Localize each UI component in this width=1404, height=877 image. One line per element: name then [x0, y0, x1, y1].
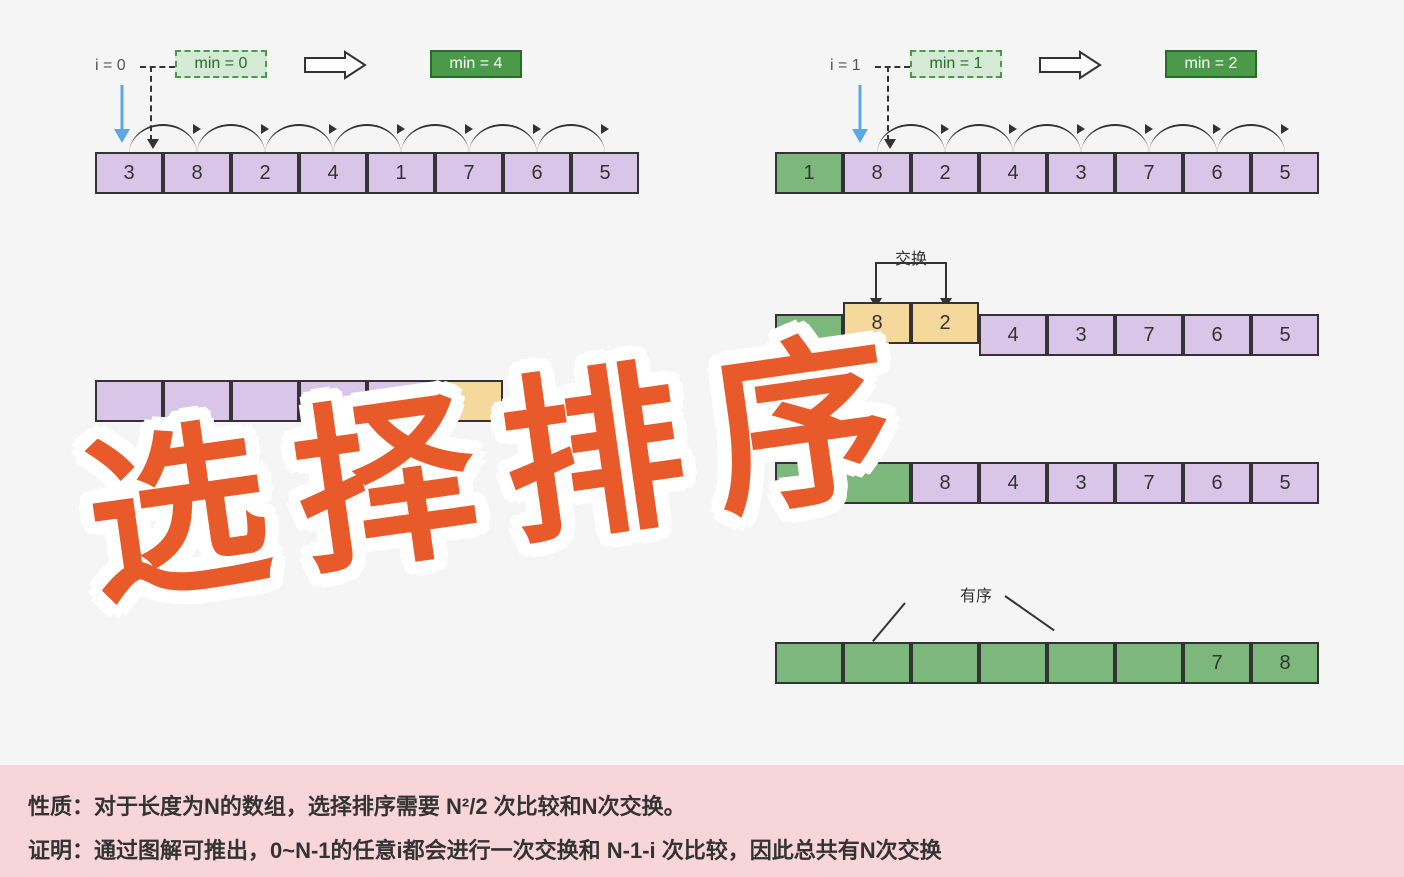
array-cell: 2: [911, 152, 979, 194]
min-dashed-left: min = 0: [175, 50, 267, 78]
array-cell: 3: [1047, 314, 1115, 356]
array-cell: 7: [1115, 462, 1183, 504]
compare-arc: [1217, 124, 1285, 154]
compare-arc: [1013, 124, 1081, 154]
array-cell: 1: [775, 314, 843, 356]
compare-arc: [197, 124, 265, 154]
array-cell: 5: [1251, 462, 1319, 504]
compare-arc: [333, 124, 401, 154]
compare-arc: [1081, 124, 1149, 154]
array-cell: [1047, 642, 1115, 684]
array-cell: [775, 462, 843, 504]
swap-arrow-2: [945, 282, 947, 300]
arrow-right-icon: [300, 50, 370, 80]
array-cell: 3: [95, 152, 163, 194]
array-cell: 3: [1047, 152, 1115, 194]
dash-h-left: [140, 66, 175, 68]
blue-arrow-icon-2: [848, 85, 872, 145]
compare-arc: [1149, 124, 1217, 154]
array-cell: 5: [571, 152, 639, 194]
array-cell: 6: [503, 152, 571, 194]
array-cell: 1: [775, 152, 843, 194]
array-cell: 7: [435, 152, 503, 194]
array-cell: [979, 642, 1047, 684]
array-cell: [435, 380, 503, 422]
dash-h-right: [875, 66, 910, 68]
array-cell: [299, 380, 367, 422]
array-cell: 6: [1183, 152, 1251, 194]
array-cell: 4: [979, 152, 1047, 194]
array-cell: [843, 642, 911, 684]
array-cell: 6: [1183, 462, 1251, 504]
i-label-right: i = 1: [830, 57, 861, 75]
blue-arrow-icon: [110, 85, 134, 145]
compare-arc: [265, 124, 333, 154]
explanation-panel: 性质：对于长度为N的数组，选择排序需要 N²/2 次比较和N次交换。 证明：通过…: [0, 765, 1404, 877]
diagram-container: i = 0 min = 0 min = 4 38241765 4 i = 1 m…: [0, 0, 1404, 877]
compare-arc: [537, 124, 605, 154]
min-solid-left: min = 4: [430, 50, 522, 78]
explanation-line1: 性质：对于长度为N的数组，选择排序需要 N²/2 次比较和N次交换。: [28, 785, 1376, 829]
array-cell: 5: [1251, 314, 1319, 356]
array-cell: 1: [367, 152, 435, 194]
array-cell: 8: [843, 152, 911, 194]
compare-arc: [401, 124, 469, 154]
array-cell: 2: [231, 152, 299, 194]
array-cell: [843, 462, 911, 504]
array-cell: [911, 642, 979, 684]
min-dashed-right: min = 1: [910, 50, 1002, 78]
array-cell: 7: [1183, 642, 1251, 684]
i-label-left: i = 0: [95, 57, 126, 75]
array-cell: [775, 642, 843, 684]
array-cell: 2: [911, 302, 979, 344]
array-cell: 8: [1251, 642, 1319, 684]
array-cell: [1115, 642, 1183, 684]
compare-arc: [945, 124, 1013, 154]
compare-arc: [129, 124, 197, 154]
array-cell: 6: [1183, 314, 1251, 356]
compare-arc: [469, 124, 537, 154]
array-cell: 4: [979, 462, 1047, 504]
ordered-label: 有序: [960, 582, 992, 606]
swap-bracket: [875, 262, 947, 284]
array-cell: 8: [163, 152, 231, 194]
swap-arrow-1: [875, 282, 877, 300]
anno-line-1: [1004, 595, 1054, 631]
array-cell: 7: [1115, 152, 1183, 194]
arrow-right-icon-2: [1035, 50, 1105, 80]
array-cell: 4: [979, 314, 1047, 356]
array-cell: [95, 380, 163, 422]
array-cell: 8: [911, 462, 979, 504]
array-cell: 4: [367, 380, 435, 422]
array-cell: 4: [299, 152, 367, 194]
array-cell: [231, 380, 299, 422]
anno-line-2: [872, 602, 906, 642]
array-cell: 7: [1115, 314, 1183, 356]
array-cell: 8: [843, 302, 911, 344]
array-cell: 5: [1251, 152, 1319, 194]
min-solid-right: min = 2: [1165, 50, 1257, 78]
array-cell: [163, 380, 231, 422]
array-cell: 3: [1047, 462, 1115, 504]
explanation-line2: 证明：通过图解可推出，0~N-1的任意i都会进行一次交换和 N-1-i 次比较，…: [28, 829, 1376, 873]
